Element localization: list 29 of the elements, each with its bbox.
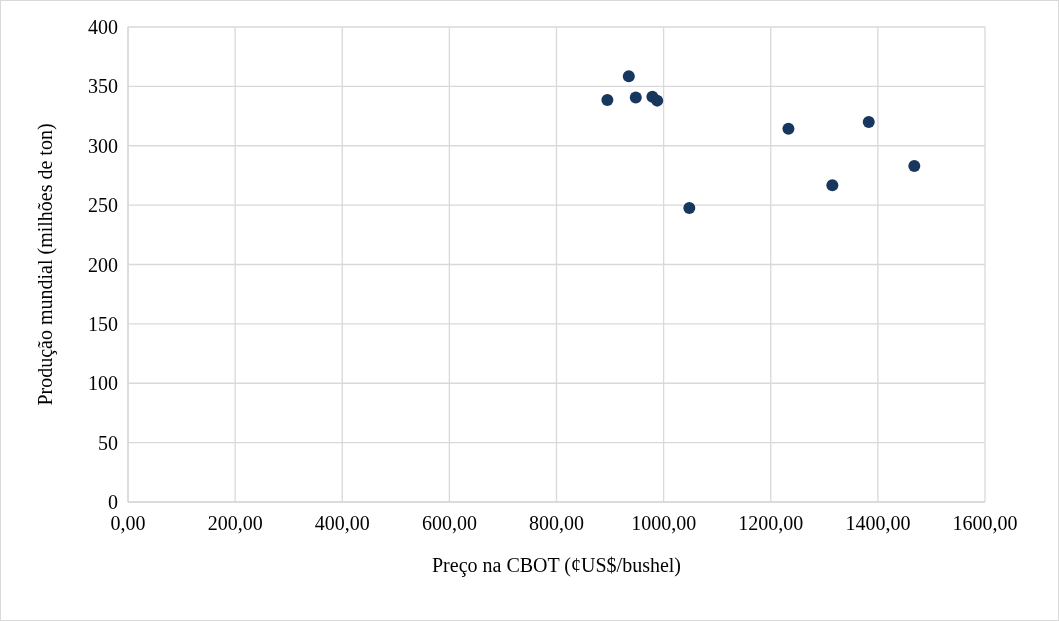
y-tick-label: 100 xyxy=(88,372,118,395)
x-tick-label: 1000,00 xyxy=(631,512,697,534)
y-tick-label: 400 xyxy=(88,16,118,38)
y-tick-label: 300 xyxy=(88,134,118,157)
y-tick-label: 150 xyxy=(88,312,118,335)
point xyxy=(622,70,635,83)
x-tick-label: 1600,00 xyxy=(952,512,1018,534)
x-axis-title: Preço na CBOT (¢US$/bushel) xyxy=(431,554,682,577)
point xyxy=(862,116,875,128)
x-tick-label: 1400,00 xyxy=(845,512,911,534)
point xyxy=(908,159,921,172)
point xyxy=(782,122,795,135)
y-tick-label: 200 xyxy=(88,253,118,276)
y-axis-title: Produção mundial (milhões de ton) xyxy=(34,123,57,406)
point xyxy=(651,94,664,107)
y-tick-label: 50 xyxy=(98,431,118,454)
x-tick-label: 1200,00 xyxy=(738,512,804,534)
point xyxy=(601,94,614,107)
point xyxy=(826,179,839,192)
y-tick-label: 350 xyxy=(88,75,118,98)
point xyxy=(683,202,696,215)
y-tick-label: 0 xyxy=(108,491,118,513)
x-tick-label: 400,00 xyxy=(314,512,370,534)
x-tick-label: 0,00 xyxy=(110,512,146,534)
x-tick-label: 600,00 xyxy=(421,512,477,534)
x-tick-label: 200,00 xyxy=(207,512,263,534)
y-tick-label: 250 xyxy=(88,194,118,217)
x-tick-label: 800,00 xyxy=(529,512,584,534)
point xyxy=(629,91,642,104)
